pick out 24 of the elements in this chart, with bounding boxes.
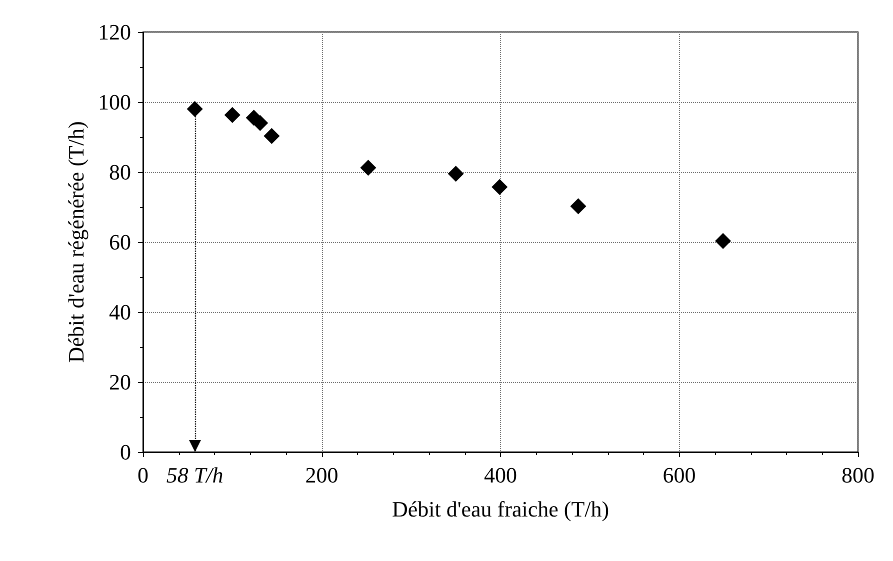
y-tick-label: 120 (98, 20, 131, 44)
point (715, 232, 732, 249)
point (448, 166, 464, 182)
point (360, 160, 376, 176)
point (264, 128, 280, 144)
x-tick-label: 600 (662, 462, 696, 488)
point (570, 198, 586, 214)
y-tick-label: 20 (109, 370, 131, 394)
point (224, 106, 240, 123)
point (186, 101, 203, 117)
y-tick-label: 100 (98, 90, 131, 114)
y-tick-label: 80 (109, 160, 131, 184)
point (492, 179, 508, 196)
point (252, 115, 268, 131)
x-tick-label: 58 T/h (166, 462, 224, 488)
y-axis-title: Débit d'eau régénérée (T/h) (64, 121, 88, 363)
x-axis-title: Débit d'eau fraiche (T/h) (392, 496, 610, 522)
y-tick-label: 40 (109, 300, 131, 324)
y-tick-label: 0 (120, 440, 131, 464)
x-tick-label: 0 (138, 462, 148, 488)
y-tick-label: 60 (109, 230, 131, 254)
x-tick-label: 400 (484, 462, 517, 488)
x-tick-label: 800 (842, 462, 874, 488)
x-tick-label: 200 (305, 462, 338, 488)
